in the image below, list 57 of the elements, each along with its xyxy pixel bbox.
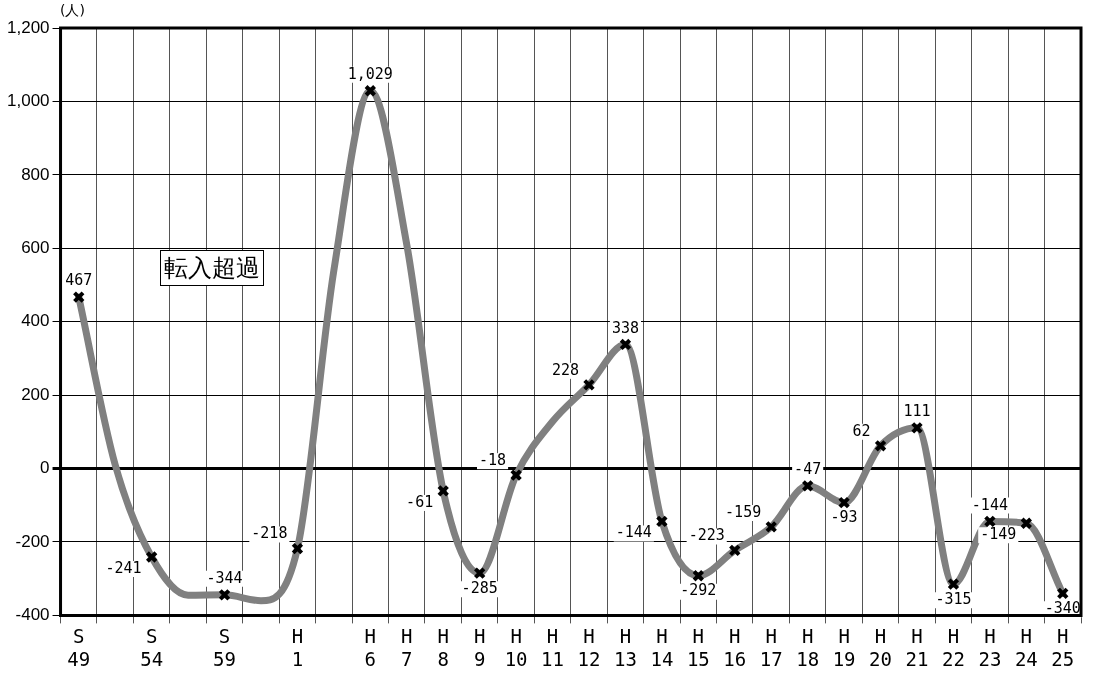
y-tick-label: 400 [21, 311, 50, 331]
x-tick-label: H 21 [905, 624, 929, 670]
x-tick-label: H 14 [650, 624, 674, 670]
x-tick-label: H 16 [723, 624, 747, 670]
data-label: 338 [611, 318, 639, 337]
data-label: -93 [830, 508, 858, 527]
x-tick-label: H 20 [869, 624, 892, 670]
y-tick-label: 600 [21, 237, 50, 257]
x-tick-label: S 59 [213, 624, 236, 670]
x-tick-label: H 6 [364, 624, 377, 670]
data-label: -241 [105, 558, 142, 577]
x-tick-label: H 25 [1051, 624, 1075, 670]
x-tick-label: S 54 [140, 624, 164, 670]
x-tick-label: H 8 [437, 624, 449, 670]
data-label: -149 [980, 525, 1017, 544]
y-tick-label: 0 [40, 458, 50, 478]
y-tick-label: 1,200 [6, 17, 50, 37]
data-label: -144 [971, 495, 1008, 514]
x-tick-label: H 13 [613, 624, 637, 670]
y-tick-label: 200 [21, 384, 50, 404]
x-tick-label: H 19 [832, 624, 856, 670]
annotation: 転入超過 [160, 250, 264, 286]
data-label: 111 [903, 402, 931, 421]
x-tick-label: H 22 [942, 624, 965, 670]
x-tick-label: H 1 [291, 624, 304, 670]
data-label: -344 [206, 569, 243, 588]
data-label: -18 [479, 451, 507, 470]
x-tick-label: H 7 [401, 624, 413, 670]
data-label: -292 [680, 581, 717, 600]
x-tick-label: H 10 [504, 624, 528, 670]
y-tick-label: 1,000 [6, 91, 50, 111]
x-tick-label: H 12 [577, 624, 601, 670]
x-tick-label: H 17 [759, 624, 783, 670]
data-label: -47 [794, 460, 822, 479]
x-tick-label: H 9 [473, 624, 486, 670]
data-label: 228 [551, 360, 579, 379]
data-label: -285 [461, 578, 498, 597]
x-tick-label: H 11 [541, 624, 564, 670]
x-tick-label: H 23 [978, 624, 1002, 670]
x-tick-label: H 18 [796, 624, 820, 670]
y-axis-title: (人) [60, 2, 85, 20]
data-label: 1,029 [347, 65, 393, 84]
x-tick-label: S 49 [67, 624, 91, 670]
data-label: -218 [251, 524, 288, 543]
y-tick-label: 800 [21, 164, 50, 184]
data-label: -315 [935, 589, 972, 608]
data-label: 467 [65, 271, 93, 290]
data-label: -144 [615, 523, 652, 542]
y-tick-label: -200 [15, 531, 50, 551]
y-tick-label: -400 [15, 605, 50, 625]
x-tick-label: H 15 [686, 624, 710, 670]
data-label: -223 [688, 526, 725, 545]
data-label: -340 [1044, 598, 1081, 617]
data-label: -61 [406, 492, 434, 511]
x-tick-label: H 24 [1014, 624, 1038, 670]
data-label: 62 [852, 421, 871, 440]
data-label: -159 [725, 502, 762, 521]
